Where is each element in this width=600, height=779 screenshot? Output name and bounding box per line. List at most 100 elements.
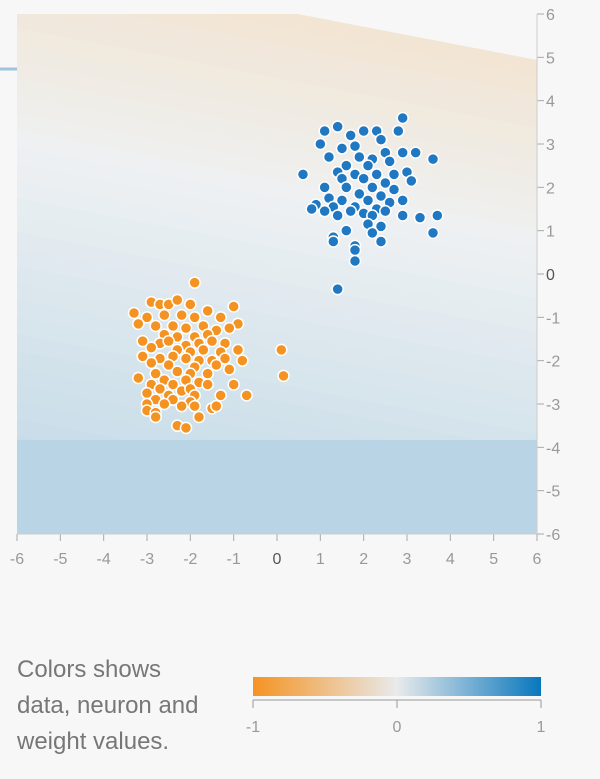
heatmap-band [17,266,537,384]
point-negative [188,311,201,324]
point-negative [188,276,201,289]
x-tick-label: -3 [140,551,154,568]
point-positive [370,168,383,181]
point-negative [188,399,201,413]
point-negative [227,378,240,391]
heatmap-band [17,249,537,367]
point-positive [305,202,318,216]
point-positive [335,194,349,207]
point-positive [379,176,392,190]
point-negative [175,399,188,413]
point-positive [426,226,440,240]
point-negative [166,319,180,333]
point-positive [331,209,344,222]
point-negative [240,389,253,402]
heatmap-band [17,147,537,265]
point-negative [158,308,171,322]
point-negative [179,321,193,335]
y-tick-label: -6 [546,527,560,544]
point-positive [348,139,362,153]
x-tick-label: -6 [10,551,24,568]
x-tick-label: -1 [227,551,241,568]
point-positive [314,137,327,151]
y-tick-label: 2 [546,180,555,197]
point-negative [227,300,240,313]
point-negative [197,343,210,357]
data-points [127,111,444,435]
point-positive [366,181,379,194]
point-positive [374,220,388,233]
point-positive [335,142,349,155]
point-negative [140,311,154,324]
point-positive [318,204,331,218]
point-negative [210,399,223,413]
point-negative [179,352,193,365]
point-negative [132,371,145,385]
point-negative [175,308,188,322]
y-tick-label: -4 [546,440,560,457]
x-tick-label: 0 [273,551,282,568]
point-positive [361,159,375,172]
point-positive [296,168,310,181]
point-negative [201,367,214,380]
point-negative [218,352,232,365]
point-positive [431,209,444,222]
point-negative [149,367,162,380]
point-negative [214,389,227,402]
heatmap-band [17,181,537,299]
point-negative [201,304,214,318]
point-positive [348,254,362,268]
color-scale-label-0: 0 [393,719,402,736]
point-positive [353,187,366,201]
legend-caption: Colors shows data, neuron and weight val… [17,652,232,760]
point-negative [277,369,290,383]
point-positive [374,189,388,203]
x-tick-label: 4 [446,551,455,568]
point-negative [162,334,175,348]
point-negative [158,397,171,411]
point-positive [340,224,353,237]
heatmap-band [17,232,537,350]
color-scale-label-1: 1 [537,719,546,736]
legend-caption-line-2: data, neuron and [17,692,199,719]
point-negative [205,334,219,348]
point-positive [387,168,401,181]
point-negative [166,378,180,391]
legend-caption-line-3: weight values. [17,728,170,755]
point-negative [192,410,206,424]
heatmap-band [17,300,537,418]
y-tick-label: -1 [546,310,560,327]
chart-svg: -6 -5 -4 -3 -2 -1 0 1 2 3 4 5 6 6 5 4 3 2 1 0 -1 -2 -3 -4 -5 -6 [0,7,560,568]
point-negative [231,343,245,357]
point-negative [136,350,149,363]
y-tick-label: -2 [546,354,560,371]
x-tick-label: 6 [533,551,542,568]
point-negative [223,363,236,376]
x-tick-label: -2 [183,551,197,568]
legend-caption-line-1: Colors shows [17,656,162,683]
y-tick-label: 1 [546,224,555,241]
point-positive [344,129,357,142]
y-tick-label: 5 [546,50,555,67]
color-scale-label-neg1: -1 [246,719,260,736]
y-tick-label: 6 [546,7,555,24]
heatmap-band [17,164,537,282]
point-negative [223,321,236,335]
point-negative [132,317,145,331]
y-tick-label: 3 [546,137,555,154]
point-negative [214,311,227,324]
point-positive [340,181,353,194]
point-positive [348,243,362,257]
point-negative [171,365,184,378]
point-negative [149,319,162,333]
point-negative [153,382,167,396]
axes: -6 -5 -4 -3 -2 -1 0 1 2 3 4 5 6 6 5 4 3 2 1 0 -1 -2 -3 -4 -5 -6 [10,7,560,568]
point-positive [383,155,396,168]
point-negative [145,356,158,370]
point-positive [396,146,409,159]
point-positive [327,235,340,248]
point-positive [331,282,344,296]
scatter-chart: -6 -5 -4 -3 -2 -1 0 1 2 3 4 5 6 6 5 4 3 2 1 0 -1 -2 -3 -4 -5 -6 [0,7,560,568]
point-negative [275,343,288,357]
point-positive [387,183,401,196]
